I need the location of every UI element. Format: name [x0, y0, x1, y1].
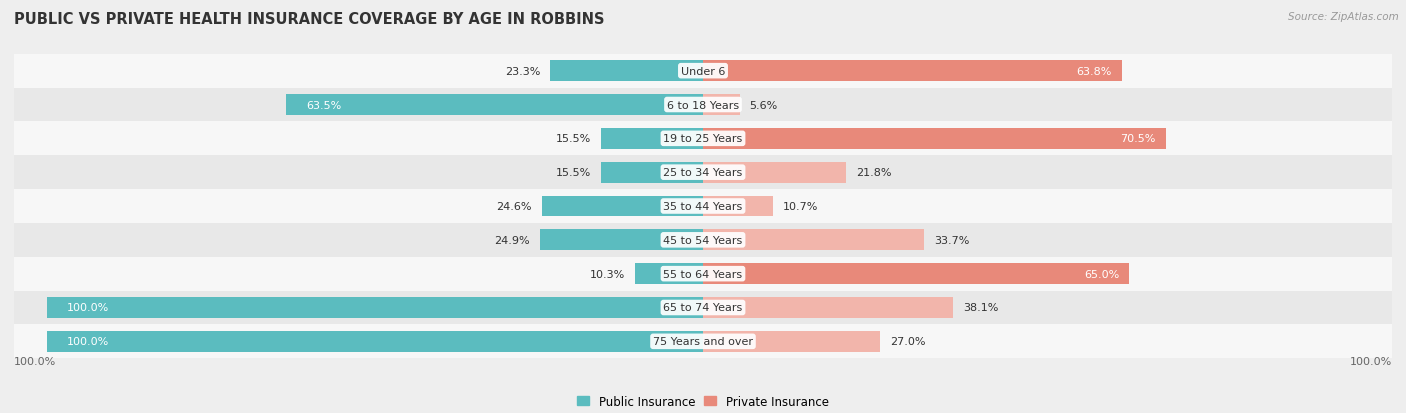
Text: 63.5%: 63.5% [307, 100, 342, 110]
Bar [703, 61, 1122, 82]
Bar [14, 257, 1392, 291]
Text: 35 to 44 Years: 35 to 44 Years [664, 202, 742, 211]
Text: 38.1%: 38.1% [963, 303, 998, 313]
Text: 15.5%: 15.5% [557, 168, 592, 178]
Bar [602, 162, 703, 183]
Text: 10.3%: 10.3% [591, 269, 626, 279]
Bar [602, 128, 703, 150]
Legend: Public Insurance, Private Insurance: Public Insurance, Private Insurance [578, 395, 828, 408]
Text: 10.7%: 10.7% [783, 202, 818, 211]
Bar [703, 297, 953, 318]
Text: 45 to 54 Years: 45 to 54 Years [664, 235, 742, 245]
Text: 19 to 25 Years: 19 to 25 Years [664, 134, 742, 144]
Text: 15.5%: 15.5% [557, 134, 592, 144]
Text: 55 to 64 Years: 55 to 64 Years [664, 269, 742, 279]
Bar [14, 190, 1392, 223]
Text: 21.8%: 21.8% [856, 168, 891, 178]
Text: PUBLIC VS PRIVATE HEALTH INSURANCE COVERAGE BY AGE IN ROBBINS: PUBLIC VS PRIVATE HEALTH INSURANCE COVER… [14, 12, 605, 27]
Text: 100.0%: 100.0% [66, 337, 108, 347]
Bar [14, 55, 1392, 88]
Bar [14, 88, 1392, 122]
Bar [703, 230, 924, 251]
Bar [636, 263, 703, 285]
Text: 27.0%: 27.0% [890, 337, 925, 347]
Text: 24.9%: 24.9% [494, 235, 530, 245]
Bar [541, 196, 703, 217]
Text: 100.0%: 100.0% [66, 303, 108, 313]
Bar [703, 263, 1129, 285]
Text: Under 6: Under 6 [681, 66, 725, 76]
Bar [703, 196, 773, 217]
Text: 70.5%: 70.5% [1121, 134, 1156, 144]
Text: 33.7%: 33.7% [934, 235, 969, 245]
Text: Source: ZipAtlas.com: Source: ZipAtlas.com [1288, 12, 1399, 22]
Text: 100.0%: 100.0% [1350, 356, 1392, 366]
Text: 100.0%: 100.0% [14, 356, 56, 366]
Text: 25 to 34 Years: 25 to 34 Years [664, 168, 742, 178]
Text: 23.3%: 23.3% [505, 66, 540, 76]
Bar [14, 291, 1392, 325]
Text: 5.6%: 5.6% [749, 100, 778, 110]
Bar [46, 331, 703, 352]
Bar [703, 95, 740, 116]
Bar [550, 61, 703, 82]
Text: 65.0%: 65.0% [1084, 269, 1119, 279]
Bar [287, 95, 703, 116]
Bar [14, 325, 1392, 358]
Text: 75 Years and over: 75 Years and over [652, 337, 754, 347]
Bar [46, 297, 703, 318]
Text: 6 to 18 Years: 6 to 18 Years [666, 100, 740, 110]
Bar [14, 122, 1392, 156]
Bar [703, 331, 880, 352]
Text: 65 to 74 Years: 65 to 74 Years [664, 303, 742, 313]
Bar [14, 223, 1392, 257]
Bar [703, 162, 846, 183]
Text: 24.6%: 24.6% [496, 202, 531, 211]
Bar [14, 156, 1392, 190]
Bar [540, 230, 703, 251]
Bar [703, 128, 1166, 150]
Text: 63.8%: 63.8% [1077, 66, 1112, 76]
